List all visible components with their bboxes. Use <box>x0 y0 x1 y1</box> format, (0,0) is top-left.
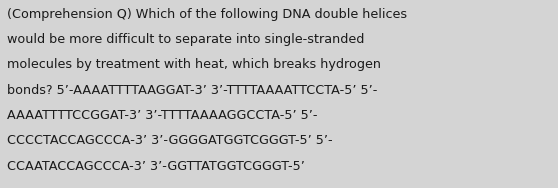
Text: would be more difficult to separate into single-stranded: would be more difficult to separate into… <box>7 33 364 46</box>
Text: (Comprehension Q) Which of the following DNA double helices: (Comprehension Q) Which of the following… <box>7 8 407 20</box>
Text: CCAATACCAGCCCA-3’ 3’-GGTTATGGTCGGGT-5’: CCAATACCAGCCCA-3’ 3’-GGTTATGGTCGGGT-5’ <box>7 160 305 173</box>
Text: bonds? 5’-AAAATTTTAAGGAT-3’ 3’-TTTTAAAATTCCTA-5’ 5’-: bonds? 5’-AAAATTTTAAGGAT-3’ 3’-TTTTAAAAT… <box>7 84 378 97</box>
Text: CCCCTACCAGCCCA-3’ 3’-GGGGATGGTCGGGT-5’ 5’-: CCCCTACCAGCCCA-3’ 3’-GGGGATGGTCGGGT-5’ 5… <box>7 134 333 147</box>
Text: molecules by treatment with heat, which breaks hydrogen: molecules by treatment with heat, which … <box>7 58 381 71</box>
Text: AAAATTTTCCGGAT-3’ 3’-TTTTAAAAGGCCTA-5’ 5’-: AAAATTTTCCGGAT-3’ 3’-TTTTAAAAGGCCTA-5’ 5… <box>7 109 318 122</box>
